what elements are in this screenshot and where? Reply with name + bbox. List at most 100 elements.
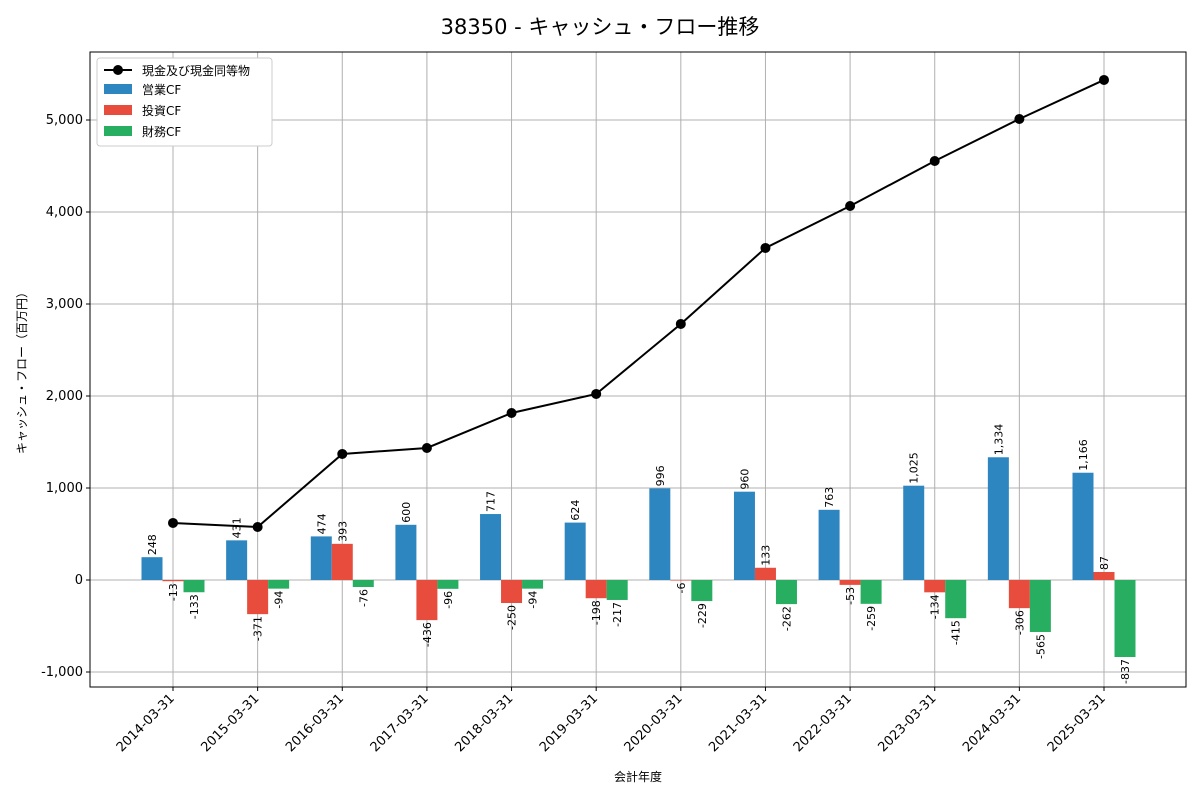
bar-営業CF	[480, 514, 502, 581]
bar-営業CF	[818, 509, 840, 581]
bar-value-label: -229	[696, 603, 709, 628]
y-tick-label: 3,000	[46, 297, 83, 312]
grid	[90, 52, 1186, 687]
bar-value-label: 763	[823, 487, 836, 508]
x-tick-label: 2019-03-31	[537, 691, 601, 755]
x-tick-label: 2014-03-31	[114, 691, 178, 755]
y-tick-label: -1,000	[41, 665, 83, 680]
y-tick-label: 1,000	[46, 481, 83, 496]
legend-swatch	[104, 84, 132, 94]
bar-value-label: 996	[654, 465, 667, 486]
x-tick-label: 2018-03-31	[452, 691, 516, 755]
bar-営業CF	[226, 540, 248, 581]
bars	[141, 457, 1136, 658]
bar-投資CF	[924, 580, 946, 593]
legend-label: 財務CF	[142, 124, 181, 139]
x-tick-label: 2025-03-31	[1045, 691, 1109, 755]
cash-line-point	[168, 517, 178, 528]
bar-value-label: -76	[357, 589, 370, 607]
bar-営業CF	[310, 536, 332, 581]
bar-value-label: -217	[611, 602, 624, 627]
x-tick-label: 2016-03-31	[283, 691, 347, 755]
x-axis-label: 会計年度	[614, 769, 662, 784]
cash-line-point	[506, 408, 517, 419]
bar-value-label: 87	[1098, 556, 1111, 570]
bar-財務CF	[1114, 580, 1136, 658]
axes: -1,000 0 1,000 2,000 3,000 4,000 5,000 2014-03-…	[41, 113, 1109, 755]
bar-財務CF	[775, 580, 797, 605]
bar-営業CF	[649, 488, 671, 581]
bar-投資CF	[416, 580, 438, 621]
cash-line-point	[1014, 113, 1025, 124]
chart-title: 38350 - キャッシュ・フロー推移	[441, 15, 760, 39]
bar-value-label: 717	[485, 491, 498, 512]
bar-営業CF	[1072, 472, 1094, 581]
x-tick-label: 2017-03-31	[368, 691, 432, 755]
bar-財務CF	[352, 580, 374, 587]
bar-value-label: -837	[1119, 659, 1132, 684]
bar-value-label: 133	[759, 545, 772, 566]
bar-value-label: -259	[865, 606, 878, 631]
cash-line	[168, 74, 1109, 533]
bar-value-label: 624	[569, 500, 582, 521]
cash-line-point	[929, 156, 940, 167]
legend-label: 投資CF	[142, 103, 181, 118]
bar-投資CF	[585, 580, 607, 599]
bar-投資CF	[754, 567, 776, 581]
legend-box	[96, 57, 273, 147]
cash-line-point	[591, 388, 602, 399]
bar-財務CF	[522, 580, 544, 589]
bar-value-label: -565	[1034, 634, 1047, 659]
bar-value-label: 248	[146, 534, 159, 555]
legend-swatch	[104, 126, 132, 136]
bar-営業CF	[903, 485, 925, 581]
bar-value-label: -262	[780, 606, 793, 631]
cash-line-path	[172, 79, 1105, 529]
plot-frame	[89, 51, 1187, 688]
bar-value-label: -94	[273, 591, 286, 609]
bar-投資CF	[670, 580, 692, 581]
bar-財務CF	[437, 580, 459, 589]
bar-営業CF	[395, 524, 417, 581]
x-tick-label: 2023-03-31	[876, 691, 940, 755]
bar-value-label: 960	[738, 469, 751, 490]
bar-value-label: -96	[442, 591, 455, 609]
bar-財務CF	[860, 580, 882, 604]
bar-value-label: -436	[421, 622, 434, 647]
y-tick-label: 5,000	[46, 113, 83, 128]
bar-財務CF	[1029, 580, 1051, 632]
x-tick-label: 2022-03-31	[791, 691, 855, 755]
bar-value-label: -306	[1013, 610, 1026, 635]
bar-value-label: 393	[336, 521, 349, 542]
legend-line-marker	[113, 65, 123, 75]
cash-line-point	[337, 448, 348, 459]
bar-value-label: 1,166	[1077, 439, 1090, 471]
bar-財務CF	[691, 580, 713, 602]
bar-value-label: 600	[400, 502, 413, 523]
cash-line-point	[1099, 74, 1109, 85]
bar-財務CF	[268, 580, 290, 589]
data-labels: 248 431 474 600 717 624 996 960 763 1,025 1,334 1,1…	[146, 424, 1132, 684]
bar-投資CF	[501, 580, 523, 604]
bar-財務CF	[183, 580, 205, 593]
bar-value-label: 431	[231, 517, 244, 538]
bar-value-label: -250	[506, 605, 519, 630]
bar-営業CF	[733, 491, 755, 581]
y-tick-label: 4,000	[46, 205, 83, 220]
bar-value-label: -53	[844, 587, 857, 605]
bar-営業CF	[141, 557, 163, 581]
bar-value-label: -371	[252, 616, 265, 641]
x-tick-label: 2021-03-31	[706, 691, 770, 755]
x-tick-label: 2024-03-31	[960, 691, 1024, 755]
bar-投資CF	[1093, 571, 1115, 581]
x-tick-label: 2015-03-31	[198, 691, 262, 755]
bar-投資CF	[247, 580, 269, 615]
bar-value-label: -134	[929, 594, 942, 619]
bar-投資CF	[162, 580, 184, 582]
bar-value-label: 1,025	[908, 452, 921, 484]
bar-value-label: 1,334	[992, 424, 1005, 456]
bar-value-label: -13	[167, 583, 180, 601]
y-axis-label: キャッシュ・フロー（百万円）	[15, 286, 29, 454]
bar-財務CF	[606, 580, 628, 600]
